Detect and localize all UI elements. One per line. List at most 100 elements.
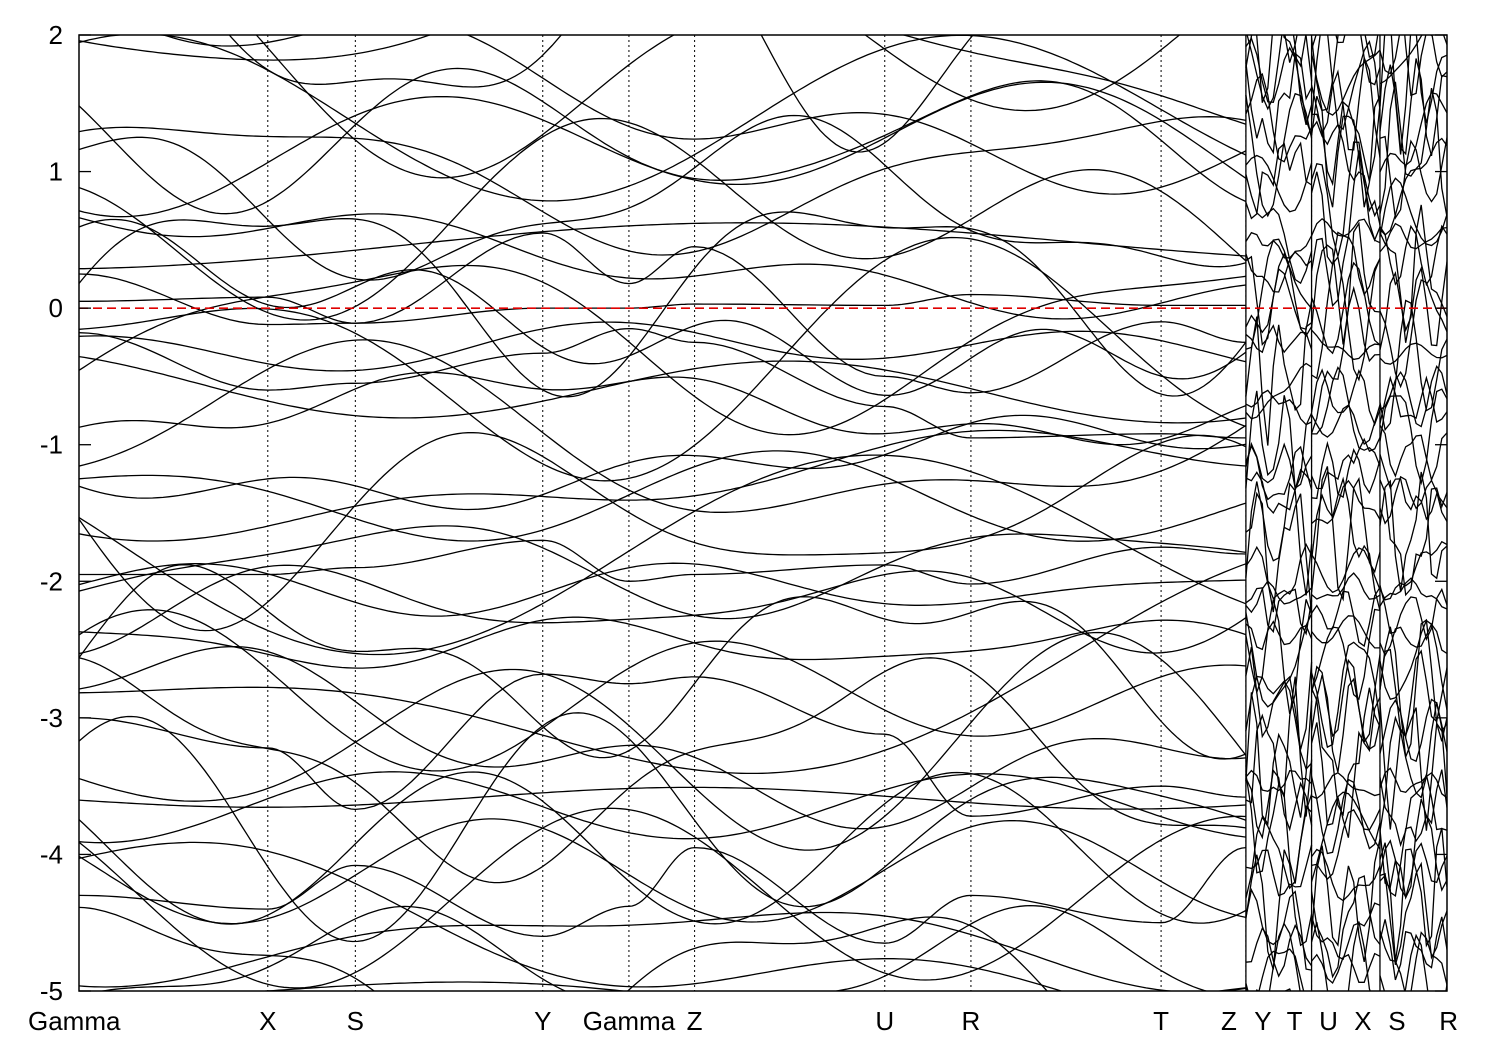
band-line (79, 371, 1247, 446)
band-line (1246, 35, 1313, 125)
band-line (1310, 776, 1381, 855)
path-break-lines (1245, 35, 1381, 991)
x-tick-label: U (1319, 1006, 1338, 1036)
band-line (1245, 923, 1313, 978)
band-line (1379, 35, 1447, 78)
x-tick-label: S (1388, 1006, 1405, 1036)
band-line (79, 429, 1246, 542)
y-tick-label: -5 (40, 976, 63, 1006)
x-tick-label: X (259, 1006, 276, 1036)
band-line (79, 841, 1064, 991)
band-line (1256, 35, 1313, 103)
band-line (1310, 35, 1381, 112)
band-line (1245, 324, 1313, 354)
x-axis-ticks: Gamma X S Y Gamma Z U R T Z Y T U X S R (28, 1006, 1458, 1036)
band-line (1310, 95, 1381, 208)
band-line (1245, 922, 1301, 991)
band-line (1379, 702, 1447, 832)
x-tick-label: Y (534, 1006, 551, 1036)
y-tick-label: -1 (40, 430, 63, 460)
band-line (79, 432, 1247, 632)
band-line (79, 454, 1247, 656)
band-line (1245, 72, 1313, 163)
band-line (1245, 362, 1312, 420)
band-line (1245, 481, 1313, 596)
band-line (1379, 618, 1447, 758)
x-tick-label: Gamma (28, 1006, 121, 1036)
band-line (1245, 692, 1313, 826)
band-line (1379, 585, 1447, 642)
x-tick-label: U (875, 1006, 894, 1036)
band-line (1379, 204, 1447, 343)
band-line (1379, 619, 1447, 711)
band-line (1404, 35, 1434, 97)
band-line (1310, 791, 1381, 882)
band-line (79, 67, 1247, 215)
band-line (1245, 441, 1313, 490)
band-line (1245, 235, 1313, 293)
band-line (1379, 342, 1447, 365)
band-line (1311, 848, 1381, 902)
band-line (1310, 921, 1371, 991)
band-line (79, 339, 1247, 513)
band-line (79, 232, 1246, 394)
band-line (1379, 916, 1447, 981)
band-line (79, 211, 1247, 398)
band-line (1310, 35, 1381, 131)
band-line (1245, 948, 1305, 991)
y-tick-label: -2 (40, 566, 63, 596)
band-line (79, 786, 1246, 810)
band-line (79, 673, 1246, 817)
x-tick-label: R (962, 1006, 981, 1036)
band-line (79, 645, 1246, 830)
band-line (79, 327, 1246, 439)
x-tick-label: S (347, 1006, 364, 1036)
band-line (79, 414, 1247, 511)
band-line (1379, 813, 1447, 898)
band-line (1379, 479, 1447, 597)
band-line (1379, 861, 1447, 965)
x-tick-label: Z (1221, 1006, 1237, 1036)
band-line (1310, 221, 1381, 345)
band-line (1245, 768, 1313, 840)
band-line (1245, 769, 1313, 792)
y-tick-label: 2 (49, 20, 63, 50)
k-point-lines (267, 35, 1381, 991)
y-tick-label: -4 (40, 839, 63, 869)
band-line (228, 35, 974, 153)
band-line (79, 562, 1246, 617)
band-line (1310, 55, 1381, 158)
band-line (79, 293, 1246, 324)
band-line (1311, 366, 1381, 467)
band-line (1245, 612, 1313, 708)
band-line (1245, 389, 1312, 426)
band-line (1379, 930, 1447, 991)
band-line (1379, 35, 1447, 85)
band-line (1245, 587, 1313, 636)
band-line (1245, 887, 1312, 971)
band-line (79, 213, 1246, 320)
band-line (1245, 35, 1307, 69)
band-line (1245, 52, 1313, 155)
band-line (1379, 454, 1447, 521)
band-line (1379, 261, 1447, 351)
band-line (1379, 388, 1447, 486)
band-line (1379, 769, 1447, 900)
band-line (1311, 586, 1381, 648)
band-line (1245, 231, 1313, 267)
x-tick-label: R (1439, 1006, 1458, 1036)
band-line (79, 264, 1246, 436)
band-line (98, 904, 1209, 991)
band-line (79, 712, 1247, 943)
band-line (1311, 100, 1381, 187)
x-tick-label: X (1354, 1006, 1371, 1036)
y-tick-label: 0 (49, 293, 63, 323)
band-line (1245, 580, 1313, 614)
band-line (79, 807, 1246, 989)
band-line (79, 564, 1247, 655)
band-line (1379, 933, 1447, 991)
band-line (1245, 255, 1313, 347)
band-line (1379, 375, 1447, 424)
band-line (1311, 217, 1381, 244)
